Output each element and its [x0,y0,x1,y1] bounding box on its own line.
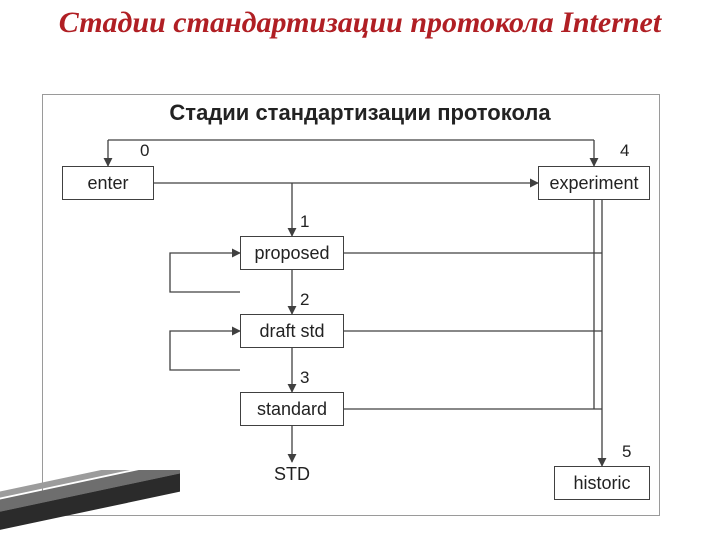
edge-label-text-0: 0 [140,141,149,160]
node-standard: standard [240,392,344,426]
edge-label-text-2: 1 [300,212,309,231]
node-enter: enter [62,166,154,200]
edge-label-2: 2 [300,290,309,310]
node-label-standard: standard [257,399,327,420]
edge-label-1: 1 [300,212,309,232]
edge-label-5: 5 [622,442,631,462]
edge-label-4: 4 [620,141,629,161]
node-experiment: experiment [538,166,650,200]
node-historic: historic [554,466,650,500]
slide-title: Стадии стандартизации протокола Internet [0,6,720,41]
terminal-label-STD: STD [274,464,310,484]
node-label-historic: historic [573,473,630,494]
node-label-enter: enter [87,173,128,194]
diagram-frame [42,94,660,516]
edge-label-text-4: 3 [300,368,309,387]
terminal-STD: STD [272,464,312,485]
node-proposed: proposed [240,236,344,270]
node-draftstd: draft std [240,314,344,348]
diagram-inner-title: Стадии стандартизации протокола [0,100,720,126]
edge-label-text-5: 5 [622,442,631,461]
slide-decor [0,470,180,540]
edge-label-3: 3 [300,368,309,388]
node-label-draftstd: draft std [259,321,324,342]
edge-label-text-1: 4 [620,141,629,160]
edge-label-0: 0 [140,141,149,161]
diagram-inner-title-text: Стадии стандартизации протокола [169,100,550,125]
node-label-experiment: experiment [549,173,638,194]
edge-label-text-3: 2 [300,290,309,309]
slide-title-text: Стадии стандартизации протокола Internet [59,6,661,39]
node-label-proposed: proposed [254,243,329,264]
